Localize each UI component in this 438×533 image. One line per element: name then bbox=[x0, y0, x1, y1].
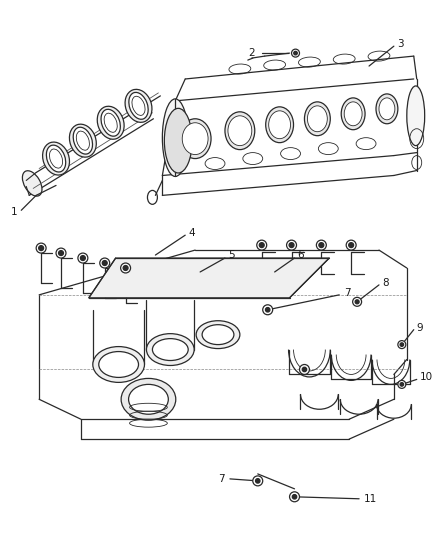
Circle shape bbox=[294, 51, 297, 55]
Ellipse shape bbox=[93, 346, 145, 382]
Ellipse shape bbox=[304, 102, 330, 136]
Circle shape bbox=[300, 365, 309, 375]
Ellipse shape bbox=[307, 106, 327, 132]
Circle shape bbox=[349, 243, 353, 248]
Circle shape bbox=[292, 49, 300, 57]
Ellipse shape bbox=[376, 94, 398, 124]
Circle shape bbox=[292, 495, 297, 499]
Circle shape bbox=[255, 479, 260, 483]
Ellipse shape bbox=[73, 127, 92, 154]
Circle shape bbox=[253, 476, 263, 486]
Ellipse shape bbox=[225, 112, 255, 150]
Circle shape bbox=[78, 253, 88, 263]
Ellipse shape bbox=[268, 111, 290, 139]
Text: 7: 7 bbox=[344, 288, 351, 298]
Text: 1: 1 bbox=[11, 207, 17, 217]
Circle shape bbox=[289, 243, 294, 248]
Circle shape bbox=[120, 263, 131, 273]
Ellipse shape bbox=[42, 142, 70, 175]
Ellipse shape bbox=[99, 352, 138, 377]
Ellipse shape bbox=[70, 124, 96, 157]
Ellipse shape bbox=[182, 123, 208, 155]
Circle shape bbox=[265, 308, 270, 312]
Circle shape bbox=[102, 261, 107, 265]
Circle shape bbox=[257, 240, 267, 250]
Ellipse shape bbox=[22, 171, 42, 196]
Circle shape bbox=[400, 383, 404, 386]
Circle shape bbox=[316, 240, 326, 250]
Text: 10: 10 bbox=[420, 373, 433, 382]
Text: 4: 4 bbox=[188, 228, 195, 238]
Text: 6: 6 bbox=[297, 250, 304, 260]
Text: 7: 7 bbox=[218, 474, 225, 484]
Text: 5: 5 bbox=[228, 250, 235, 260]
Ellipse shape bbox=[202, 325, 234, 345]
Ellipse shape bbox=[407, 86, 425, 146]
Circle shape bbox=[59, 251, 64, 255]
Ellipse shape bbox=[228, 116, 252, 146]
Ellipse shape bbox=[179, 119, 211, 158]
Circle shape bbox=[81, 255, 85, 261]
Ellipse shape bbox=[121, 378, 176, 420]
Circle shape bbox=[290, 492, 300, 502]
Circle shape bbox=[353, 297, 362, 306]
Text: 8: 8 bbox=[382, 278, 389, 288]
Ellipse shape bbox=[146, 334, 194, 366]
Circle shape bbox=[36, 243, 46, 253]
Circle shape bbox=[263, 305, 273, 315]
Circle shape bbox=[355, 300, 359, 304]
Ellipse shape bbox=[97, 106, 124, 139]
Ellipse shape bbox=[164, 108, 192, 173]
Ellipse shape bbox=[344, 102, 362, 126]
Circle shape bbox=[123, 265, 128, 270]
Text: 11: 11 bbox=[364, 494, 377, 504]
Circle shape bbox=[39, 246, 44, 251]
Circle shape bbox=[259, 243, 264, 248]
Text: 9: 9 bbox=[417, 322, 424, 333]
Circle shape bbox=[400, 343, 404, 346]
Ellipse shape bbox=[196, 321, 240, 349]
Ellipse shape bbox=[129, 92, 148, 119]
Ellipse shape bbox=[46, 145, 66, 172]
Circle shape bbox=[56, 248, 66, 258]
Ellipse shape bbox=[101, 109, 120, 136]
Circle shape bbox=[398, 381, 406, 389]
Ellipse shape bbox=[162, 99, 188, 176]
Circle shape bbox=[100, 258, 110, 268]
Ellipse shape bbox=[379, 98, 395, 120]
Ellipse shape bbox=[341, 98, 365, 130]
Ellipse shape bbox=[152, 338, 188, 360]
Ellipse shape bbox=[266, 107, 293, 143]
Circle shape bbox=[286, 240, 297, 250]
Circle shape bbox=[302, 367, 307, 372]
Text: 3: 3 bbox=[397, 39, 403, 49]
Polygon shape bbox=[89, 258, 329, 298]
Ellipse shape bbox=[129, 384, 168, 414]
Text: 2: 2 bbox=[248, 48, 255, 58]
Circle shape bbox=[398, 341, 406, 349]
Circle shape bbox=[319, 243, 324, 248]
Circle shape bbox=[346, 240, 356, 250]
Ellipse shape bbox=[125, 90, 152, 123]
